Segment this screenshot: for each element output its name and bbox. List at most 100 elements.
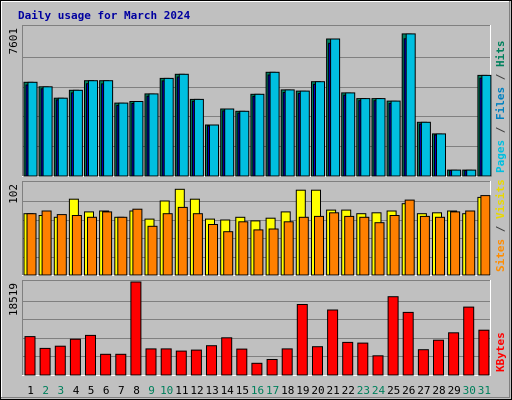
bar-sites	[344, 215, 355, 276]
day-label: 27	[417, 384, 430, 397]
day-label: 26	[402, 384, 415, 397]
legend-item: Hits	[494, 41, 507, 68]
bar-sites	[41, 210, 52, 276]
bar-kbytes	[130, 281, 142, 376]
day-label: 9	[148, 384, 155, 397]
bar-sites	[162, 213, 173, 276]
day-label: 20	[311, 384, 324, 397]
bar-sites	[71, 215, 82, 276]
bar-kbytes	[160, 348, 172, 376]
legend-item: /	[494, 219, 507, 239]
bar-kbytes	[417, 349, 429, 376]
bar-pages	[133, 101, 144, 177]
bar-sites	[450, 211, 461, 276]
bar-pages	[405, 33, 416, 177]
bar-kbytes	[402, 311, 414, 376]
series-sites	[26, 195, 491, 276]
bar-kbytes	[372, 355, 384, 376]
panel-1: 7601 Pages / Files / Hits	[7, 25, 507, 177]
day-label: 4	[73, 384, 80, 397]
day-label: 30	[463, 384, 476, 397]
bar-sites	[389, 215, 400, 276]
bar-sites	[56, 214, 67, 276]
legend-item: Visits	[494, 179, 507, 219]
day-label: 16	[251, 384, 264, 397]
bar-pages	[375, 98, 386, 177]
bar-sites	[329, 212, 340, 276]
bar-pages	[57, 97, 68, 177]
day-label: 11	[175, 384, 188, 397]
day-label: 22	[342, 384, 355, 397]
legend-item: Files	[494, 87, 507, 120]
legend-item: Sites	[494, 239, 507, 272]
bar-kbytes	[463, 306, 475, 376]
bar-sites	[117, 216, 128, 276]
bar-sites	[26, 213, 37, 276]
series-kbytes	[24, 281, 490, 376]
bar-kbytes	[175, 350, 187, 376]
bar-kbytes	[221, 337, 233, 376]
day-label: 10	[160, 384, 173, 397]
bar-pages	[451, 169, 462, 177]
bar-pages	[163, 77, 174, 177]
bar-kbytes	[448, 332, 460, 376]
bar-sites	[419, 215, 430, 276]
max-value-label: 18519	[7, 283, 20, 316]
legend-item: /	[494, 67, 507, 87]
bar-pages	[103, 80, 114, 177]
bar-kbytes	[24, 336, 36, 376]
bar-pages	[118, 102, 129, 177]
bar-pages	[315, 81, 325, 177]
bar-pages	[284, 89, 295, 177]
day-label: 28	[432, 384, 445, 397]
day-label: 5	[88, 384, 95, 397]
bar-pages	[42, 86, 53, 177]
day-label: 1	[27, 384, 34, 397]
bar-sites	[359, 216, 370, 276]
day-label: 17	[266, 384, 279, 397]
bar-pages	[193, 98, 204, 177]
bar-pages	[148, 93, 159, 177]
day-label: 14	[221, 384, 235, 397]
day-label: 12	[190, 384, 203, 397]
bar-kbytes	[296, 304, 308, 376]
bar-kbytes	[190, 349, 202, 376]
bar-sites	[147, 225, 158, 276]
day-label: 19	[296, 384, 309, 397]
bar-pages	[481, 74, 492, 177]
bar-pages	[390, 100, 401, 177]
max-value-label: 102	[7, 184, 20, 204]
bar-kbytes	[54, 345, 66, 376]
bar-sites	[480, 195, 491, 276]
bar-sites	[435, 216, 445, 276]
bar-sites	[177, 206, 188, 276]
bar-sites	[465, 210, 476, 276]
bar-kbytes	[115, 353, 127, 376]
bar-sites	[102, 211, 113, 276]
legend-item: Pages	[494, 140, 507, 173]
bar-kbytes	[206, 345, 217, 376]
bar-pages	[239, 110, 250, 177]
day-label: 31	[478, 384, 491, 397]
bar-sites	[374, 222, 385, 276]
legend-item: /	[494, 120, 507, 140]
chart-panels: 7601 Pages / Files / Hits 102 Sites / Visit…	[7, 25, 507, 376]
bar-sites	[208, 224, 218, 276]
bar-pages	[345, 92, 356, 177]
bar-pages	[436, 133, 446, 177]
day-label: 23	[357, 384, 370, 397]
day-label: 7	[118, 384, 125, 397]
bar-sites	[404, 199, 415, 276]
bar-kbytes	[236, 348, 248, 376]
bar-kbytes	[342, 341, 354, 376]
bar-pages	[88, 80, 98, 177]
bar-kbytes	[100, 353, 112, 376]
day-label: 15	[236, 384, 249, 397]
day-label: 25	[387, 384, 400, 397]
bar-kbytes	[145, 348, 157, 376]
bar-pages	[420, 121, 431, 177]
bar-kbytes	[387, 296, 399, 376]
bar-kbytes	[357, 342, 369, 376]
day-label: 18	[281, 384, 294, 397]
panel-3: 18519 KBytes	[7, 280, 507, 376]
